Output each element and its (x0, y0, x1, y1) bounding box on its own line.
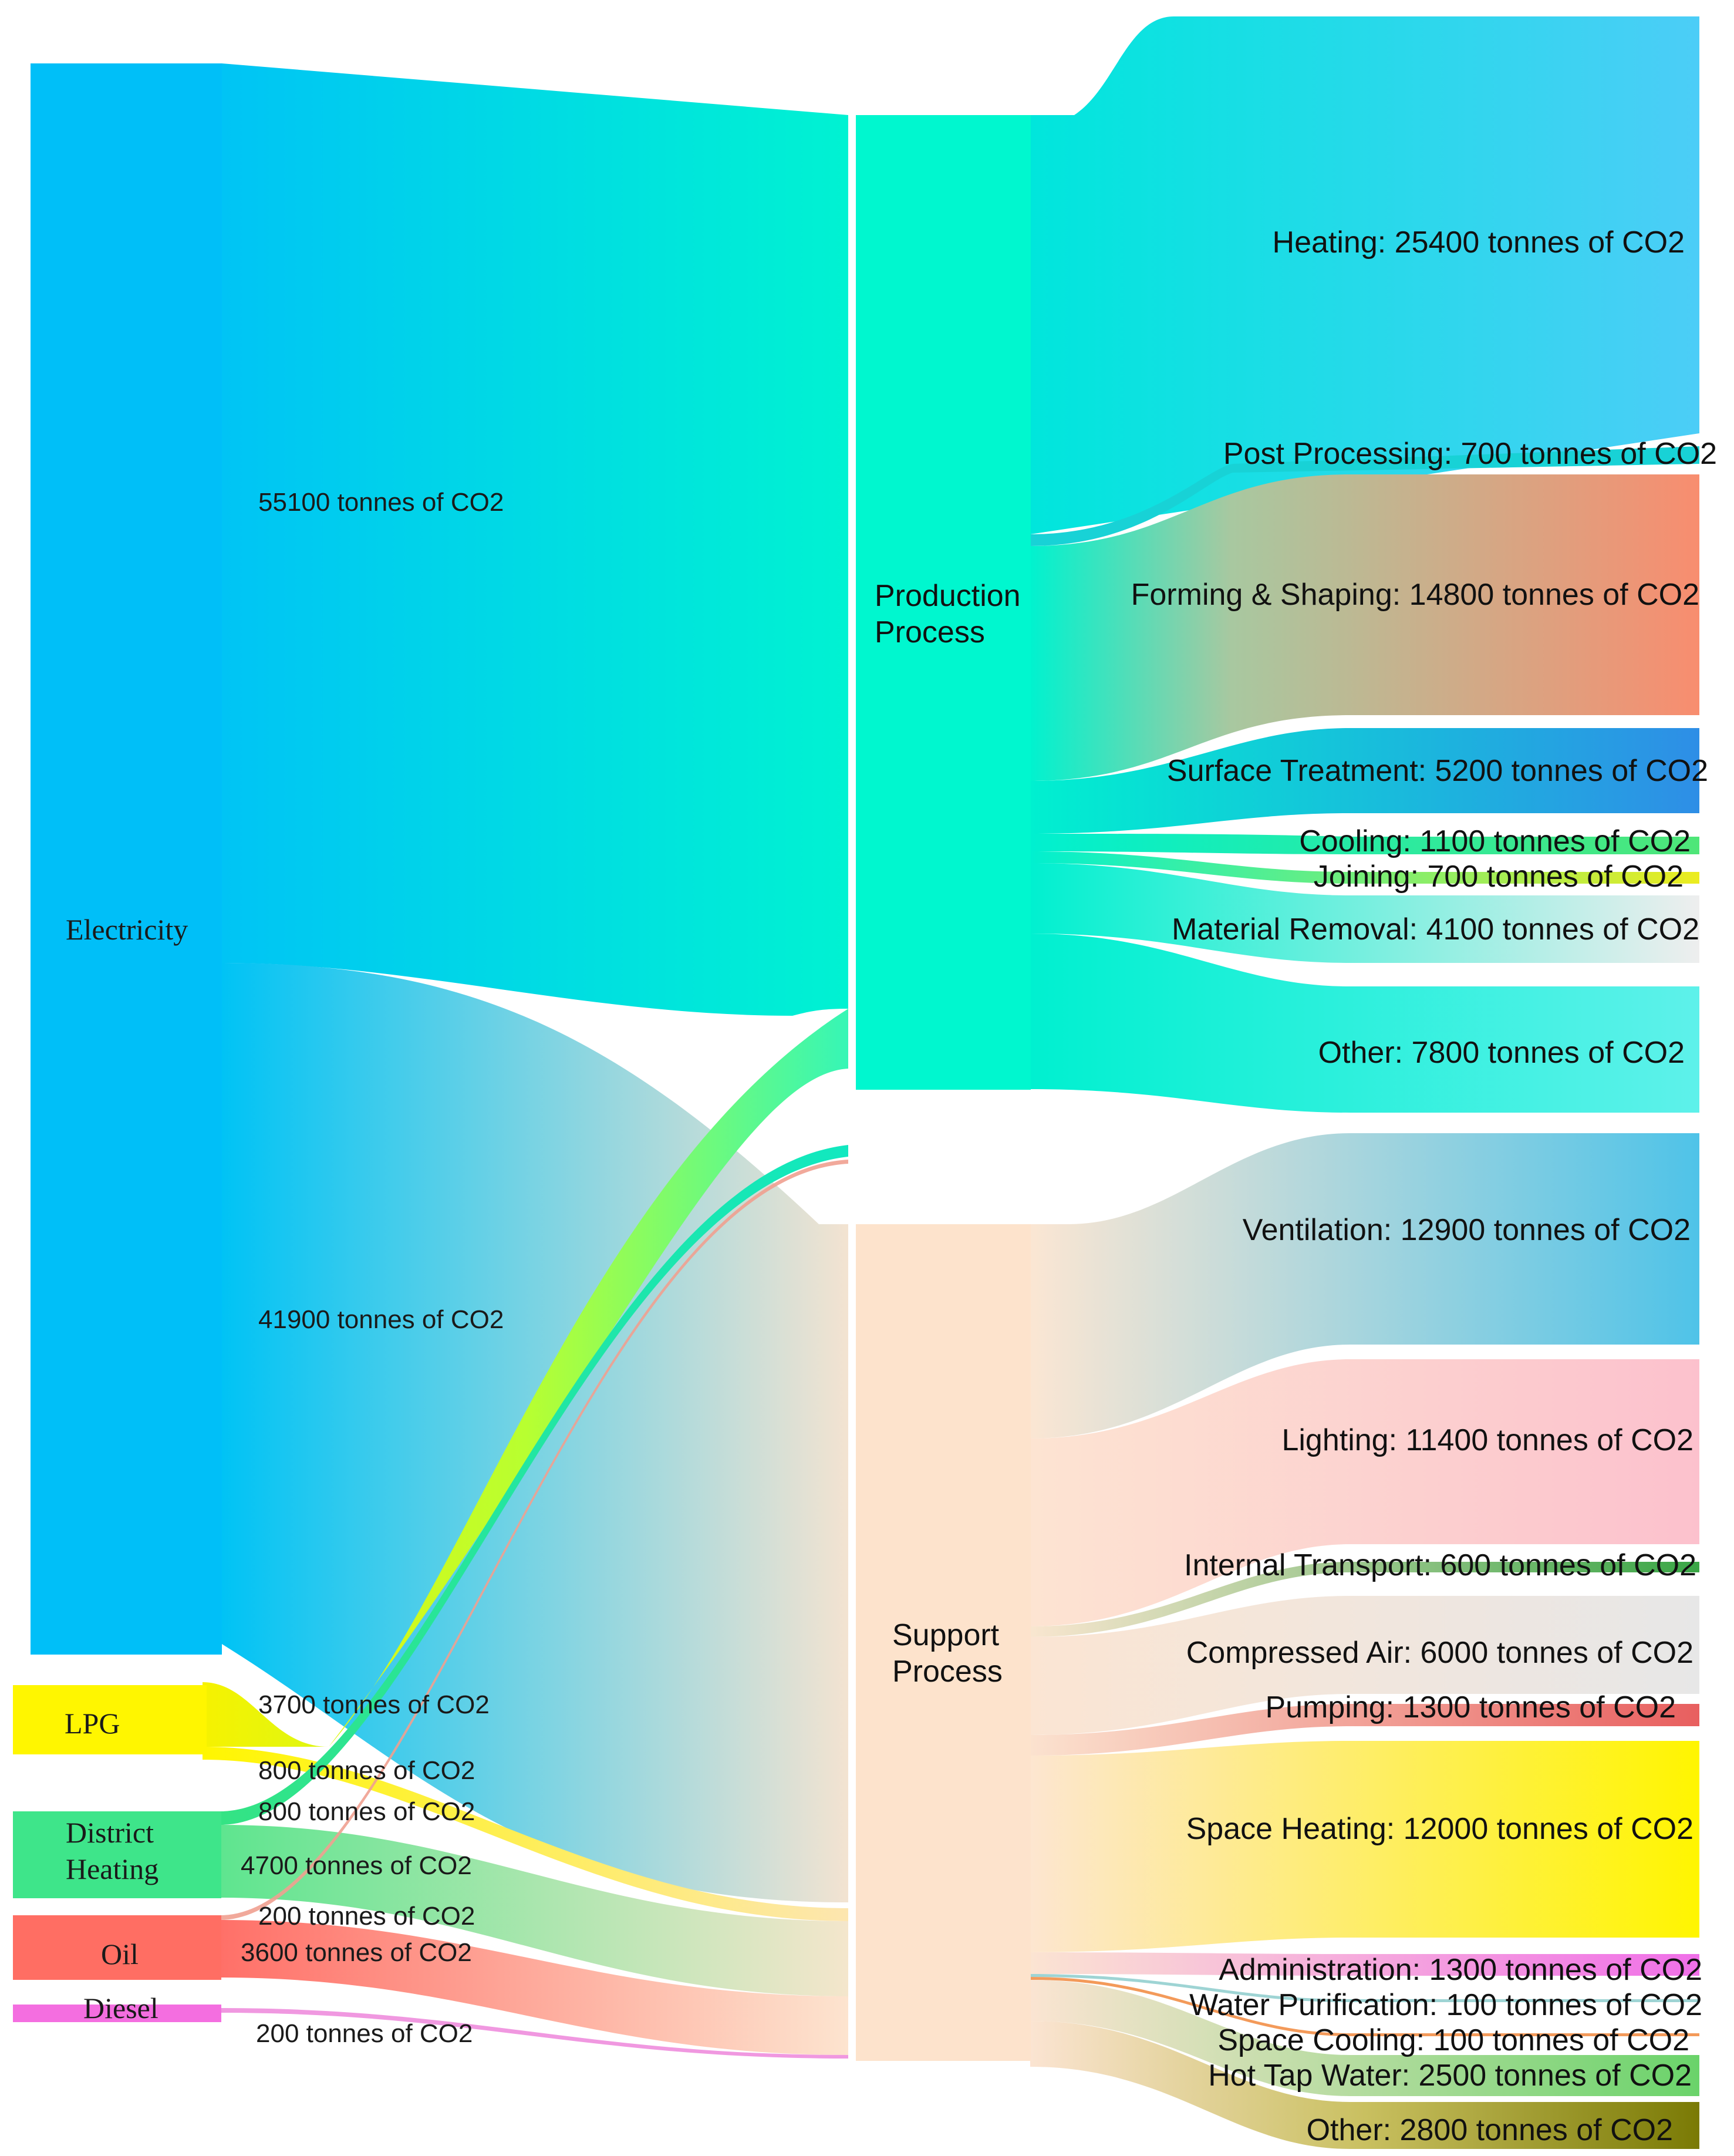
flow-material[interactable] (1030, 863, 1699, 963)
flow-pumping[interactable] (1030, 1704, 1699, 1756)
label-forming: Forming & Shaping: 14800 tonnes of CO2 (1131, 578, 1699, 612)
label-material: Material Removal: 4100 tonnes of CO2 (1172, 912, 1699, 946)
flow-lpg-production[interactable] (203, 1009, 848, 1747)
node-diesel[interactable] (13, 2005, 221, 2022)
flow-ventilation[interactable] (1030, 1133, 1699, 1439)
flow-other-production[interactable] (1030, 934, 1699, 1113)
process-nodes (856, 115, 1031, 2061)
source-nodes (13, 63, 222, 2022)
label-diesel: Diesel (83, 1992, 158, 2024)
flow-heating[interactable] (1030, 16, 1699, 534)
label-support-line1: Support (892, 1618, 1000, 1652)
label-pumping: Pumping: 1300 tonnes of CO2 (1265, 1690, 1676, 1724)
label-water-purification: Water Purification: 100 tonnes of CO2 (1189, 1988, 1702, 2022)
label-post-processing: Post Processing: 700 tonnes of CO2 (1223, 437, 1717, 471)
label-flow-oil-sup: 3600 tonnes of CO2 (241, 1938, 472, 1967)
flow-cooling[interactable] (1030, 834, 1699, 854)
label-flow-dh-prod: 800 tonnes of CO2 (258, 1797, 475, 1826)
label-internal-transport: Internal Transport: 600 tonnes of CO2 (1184, 1548, 1696, 1582)
label-oil: Oil (101, 1938, 139, 1970)
label-flow-elec-sup: 41900 tonnes of CO2 (258, 1305, 504, 1334)
node-support-process[interactable] (856, 1224, 1031, 2061)
flow-electricity-production[interactable] (222, 63, 848, 1016)
node-oil[interactable] (13, 1915, 221, 1980)
node-electricity[interactable] (31, 63, 222, 1655)
label-other-production: Other: 7800 tonnes of CO2 (1318, 1036, 1685, 1070)
label-district-line1: District (66, 1816, 154, 1849)
label-space-heating: Space Heating: 12000 tonnes of CO2 (1186, 1812, 1693, 1846)
flow-administration[interactable] (1030, 1952, 1699, 1976)
production-flows (1030, 16, 1699, 1113)
flow-lpg-support[interactable] (203, 1747, 848, 1921)
flow-other-support[interactable] (1030, 2021, 1699, 2149)
flow-diesel-support[interactable] (220, 2008, 848, 2059)
label-space-cooling: Space Cooling: 100 tonnes of CO2 (1217, 2023, 1689, 2057)
label-flow-lpg-prod: 3700 tonnes of CO2 (258, 1690, 490, 1719)
label-compressed-air: Compressed Air: 6000 tonnes of CO2 (1186, 1636, 1693, 1670)
label-lighting: Lighting: 11400 tonnes of CO2 (1281, 1423, 1693, 1457)
label-district-line2: Heating (66, 1852, 158, 1885)
flow-internal-transport[interactable] (1030, 1562, 1699, 1637)
flow-joining[interactable] (1030, 851, 1699, 884)
flow-hot-tap-water[interactable] (1030, 1980, 1699, 2096)
flow-value-labels: 55100 tonnes of CO2 41900 tonnes of CO2 … (241, 488, 504, 2048)
label-flow-lpg-sup: 800 tonnes of CO2 (258, 1756, 475, 1785)
label-flow-diesel-sup: 200 tonnes of CO2 (256, 2019, 473, 2048)
source-flows (203, 63, 848, 2059)
label-electricity: Electricity (66, 913, 188, 946)
label-heating: Heating: 25400 tonnes of CO2 (1273, 225, 1685, 260)
label-joining: Joining: 700 tonnes of CO2 (1314, 860, 1684, 894)
label-support-line2: Process (892, 1655, 1003, 1689)
label-other-support: Other: 2800 tonnes of CO2 (1307, 2113, 1673, 2147)
label-administration: Administration: 1300 tonnes of CO2 (1219, 1953, 1702, 1987)
flow-oil-support[interactable] (220, 1920, 848, 2055)
flow-post-processing[interactable] (1030, 446, 1699, 546)
node-lpg[interactable] (13, 1685, 207, 1754)
flow-space-heating[interactable] (1030, 1741, 1699, 1952)
label-flow-dh-sup: 4700 tonnes of CO2 (241, 1851, 472, 1880)
label-cooling: Cooling: 1100 tonnes of CO2 (1299, 824, 1691, 858)
label-ventilation: Ventilation: 12900 tonnes of CO2 (1243, 1213, 1691, 1247)
output-labels: Heating: 25400 tonnes of CO2 Post Proces… (1131, 225, 1717, 2147)
support-flows (1030, 1133, 1699, 2149)
process-labels: Production Process Support Process (875, 579, 1021, 1689)
flow-lighting[interactable] (1030, 1359, 1699, 1626)
label-flow-elec-prod: 55100 tonnes of CO2 (258, 488, 504, 517)
flow-water-purification[interactable] (1030, 1974, 1699, 2002)
label-lpg: LPG (65, 1707, 120, 1740)
label-flow-oil-prod: 200 tonnes of CO2 (258, 1902, 475, 1931)
node-district-heating[interactable] (13, 1811, 221, 1898)
label-surface: Surface Treatment: 5200 tonnes of CO2 (1167, 754, 1708, 788)
flow-forming[interactable] (1030, 474, 1699, 781)
node-production-process[interactable] (856, 115, 1031, 1090)
flow-compressed-air[interactable] (1030, 1596, 1699, 1735)
flow-space-cooling[interactable] (1030, 1977, 1699, 2036)
label-production-line2: Process (875, 615, 985, 649)
source-labels: Electricity LPG District Heating Oil Die… (65, 913, 188, 2024)
label-hot-tap-water: Hot Tap Water: 2500 tonnes of CO2 (1208, 2059, 1692, 2093)
label-production-line1: Production (875, 579, 1021, 613)
flow-district-support[interactable] (220, 1825, 848, 1996)
flow-surface[interactable] (1030, 728, 1699, 834)
